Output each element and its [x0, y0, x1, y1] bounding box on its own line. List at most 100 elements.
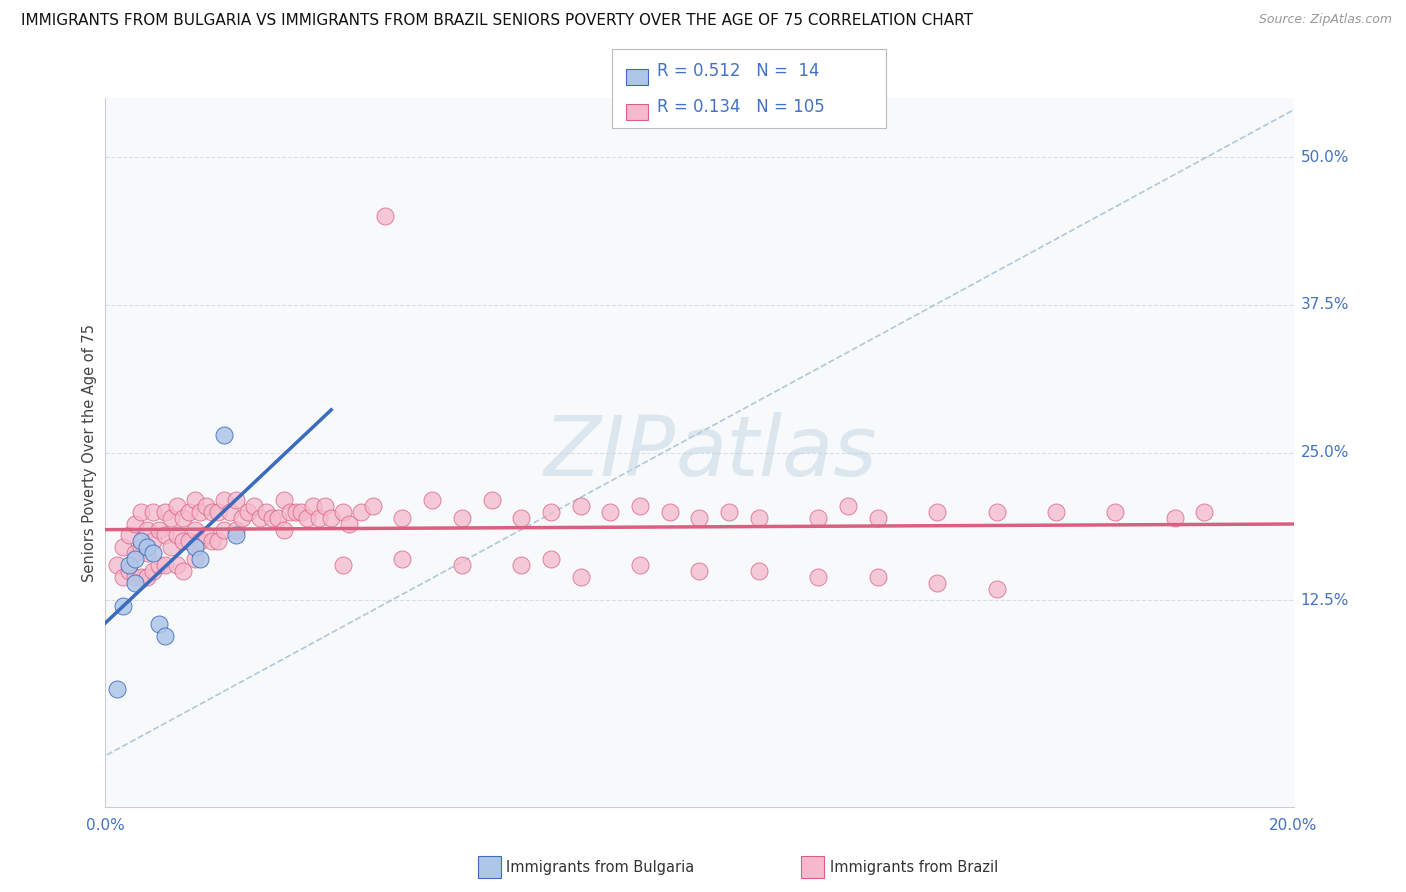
Point: [124, 575, 146, 590]
Text: atlas: atlas: [676, 412, 877, 493]
Point: [225, 492, 247, 507]
Point: [112, 599, 135, 614]
Point: [214, 523, 236, 537]
Text: 25.0%: 25.0%: [1301, 445, 1348, 460]
Point: [177, 534, 200, 549]
Point: [807, 570, 830, 584]
Point: [420, 492, 443, 507]
Point: [129, 534, 152, 549]
Point: [231, 510, 253, 524]
Point: [136, 570, 159, 584]
Point: [214, 428, 236, 442]
Point: [1164, 510, 1187, 524]
Point: [225, 528, 247, 542]
Point: [166, 528, 188, 542]
Point: [273, 523, 295, 537]
Point: [219, 505, 242, 519]
Point: [290, 505, 312, 519]
Point: [124, 546, 146, 560]
Point: [148, 523, 170, 537]
Point: [866, 570, 889, 584]
Point: [986, 582, 1008, 596]
Point: [718, 505, 741, 519]
Point: [689, 510, 711, 524]
Point: [569, 570, 592, 584]
Text: 20.0%: 20.0%: [1270, 818, 1317, 833]
Point: [183, 492, 205, 507]
Point: [391, 510, 413, 524]
Point: [148, 558, 170, 572]
Point: [297, 510, 319, 524]
Point: [337, 516, 360, 531]
Point: [136, 523, 159, 537]
Text: IMMIGRANTS FROM BULGARIA VS IMMIGRANTS FROM BRAZIL SENIORS POVERTY OVER THE AGE : IMMIGRANTS FROM BULGARIA VS IMMIGRANTS F…: [21, 13, 973, 29]
Point: [302, 499, 325, 513]
Point: [207, 505, 229, 519]
Point: [837, 499, 859, 513]
Point: [314, 499, 336, 513]
Point: [284, 505, 307, 519]
Point: [986, 505, 1008, 519]
Point: [689, 564, 711, 578]
Point: [254, 505, 277, 519]
Point: [658, 505, 681, 519]
Point: [142, 534, 165, 549]
Point: [142, 546, 165, 560]
Text: 50.0%: 50.0%: [1301, 150, 1348, 165]
Point: [321, 510, 343, 524]
Text: R = 0.512   N =  14: R = 0.512 N = 14: [657, 62, 820, 80]
Point: [148, 617, 170, 632]
Point: [183, 552, 205, 566]
Point: [332, 505, 354, 519]
Point: [124, 552, 146, 566]
Point: [142, 564, 165, 578]
Point: [628, 499, 651, 513]
Point: [159, 510, 181, 524]
Point: [807, 510, 830, 524]
Point: [153, 558, 176, 572]
Point: [628, 558, 651, 572]
Text: ZIP: ZIP: [544, 412, 676, 493]
Point: [201, 534, 224, 549]
Point: [1104, 505, 1126, 519]
Point: [195, 528, 218, 542]
Point: [136, 541, 159, 555]
Point: [159, 541, 181, 555]
Point: [450, 510, 472, 524]
Point: [118, 528, 141, 542]
Point: [308, 510, 330, 524]
Point: [1045, 505, 1067, 519]
Point: [540, 552, 562, 566]
Point: [927, 505, 949, 519]
Point: [748, 510, 770, 524]
Point: [207, 534, 229, 549]
Text: R = 0.134   N = 105: R = 0.134 N = 105: [657, 98, 824, 116]
Point: [201, 505, 224, 519]
Point: [136, 546, 159, 560]
Text: 37.5%: 37.5%: [1301, 297, 1348, 312]
Point: [599, 505, 621, 519]
Point: [166, 499, 188, 513]
Point: [129, 541, 152, 555]
Point: [450, 558, 472, 572]
Point: [172, 534, 194, 549]
Point: [236, 505, 259, 519]
Point: [540, 505, 562, 519]
Point: [105, 681, 128, 696]
Point: [183, 541, 205, 555]
Point: [172, 564, 194, 578]
Point: [866, 510, 889, 524]
Point: [124, 570, 146, 584]
Point: [1194, 505, 1216, 519]
Point: [153, 505, 176, 519]
Text: 0.0%: 0.0%: [86, 818, 125, 833]
Point: [510, 510, 533, 524]
Point: [332, 558, 354, 572]
Point: [510, 558, 533, 572]
Point: [260, 510, 283, 524]
Point: [153, 629, 176, 643]
Point: [481, 492, 503, 507]
Point: [118, 564, 141, 578]
Point: [569, 499, 592, 513]
Point: [374, 210, 396, 224]
